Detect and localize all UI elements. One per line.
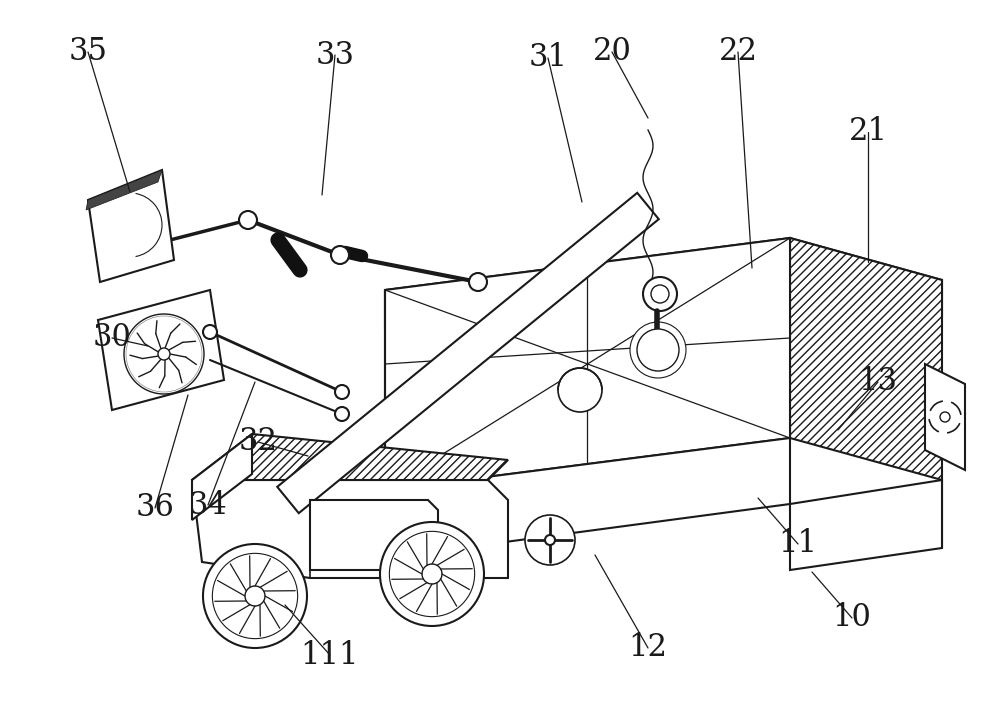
Text: 21: 21 xyxy=(848,116,888,147)
Circle shape xyxy=(558,368,602,412)
Circle shape xyxy=(126,316,202,392)
Text: 33: 33 xyxy=(316,39,354,70)
Circle shape xyxy=(469,273,487,291)
Polygon shape xyxy=(790,480,942,570)
Polygon shape xyxy=(385,238,790,490)
Text: 35: 35 xyxy=(68,37,108,67)
Polygon shape xyxy=(192,434,508,480)
Circle shape xyxy=(203,544,307,648)
Text: 111: 111 xyxy=(301,640,359,671)
Polygon shape xyxy=(385,438,790,558)
Circle shape xyxy=(525,515,575,565)
Circle shape xyxy=(643,277,677,311)
Text: 13: 13 xyxy=(858,366,898,398)
Circle shape xyxy=(380,522,484,626)
Polygon shape xyxy=(277,193,659,513)
Text: 20: 20 xyxy=(593,37,631,67)
Circle shape xyxy=(203,325,217,339)
Text: 34: 34 xyxy=(189,490,227,521)
Text: 31: 31 xyxy=(528,42,568,73)
Circle shape xyxy=(630,322,686,378)
Text: 36: 36 xyxy=(136,493,174,523)
Polygon shape xyxy=(385,238,942,328)
Circle shape xyxy=(335,407,349,421)
Polygon shape xyxy=(86,170,162,210)
Circle shape xyxy=(158,348,170,360)
Circle shape xyxy=(245,586,265,606)
Circle shape xyxy=(940,412,950,422)
Text: 22: 22 xyxy=(718,37,758,67)
Polygon shape xyxy=(88,170,174,282)
Circle shape xyxy=(389,531,475,617)
Circle shape xyxy=(637,329,679,371)
Circle shape xyxy=(331,246,349,264)
Text: 11: 11 xyxy=(778,528,818,559)
Text: 30: 30 xyxy=(93,322,131,353)
Circle shape xyxy=(422,564,442,584)
Text: 32: 32 xyxy=(239,426,278,457)
Polygon shape xyxy=(98,290,224,410)
Circle shape xyxy=(335,385,349,399)
Polygon shape xyxy=(192,434,252,520)
Polygon shape xyxy=(310,500,438,570)
Circle shape xyxy=(545,535,555,545)
Polygon shape xyxy=(925,364,965,470)
Circle shape xyxy=(124,314,204,394)
Circle shape xyxy=(651,285,669,303)
Text: 12: 12 xyxy=(629,633,668,663)
Circle shape xyxy=(212,554,298,638)
Polygon shape xyxy=(790,238,942,480)
Text: 10: 10 xyxy=(833,602,871,633)
Circle shape xyxy=(239,211,257,229)
Polygon shape xyxy=(192,480,508,578)
